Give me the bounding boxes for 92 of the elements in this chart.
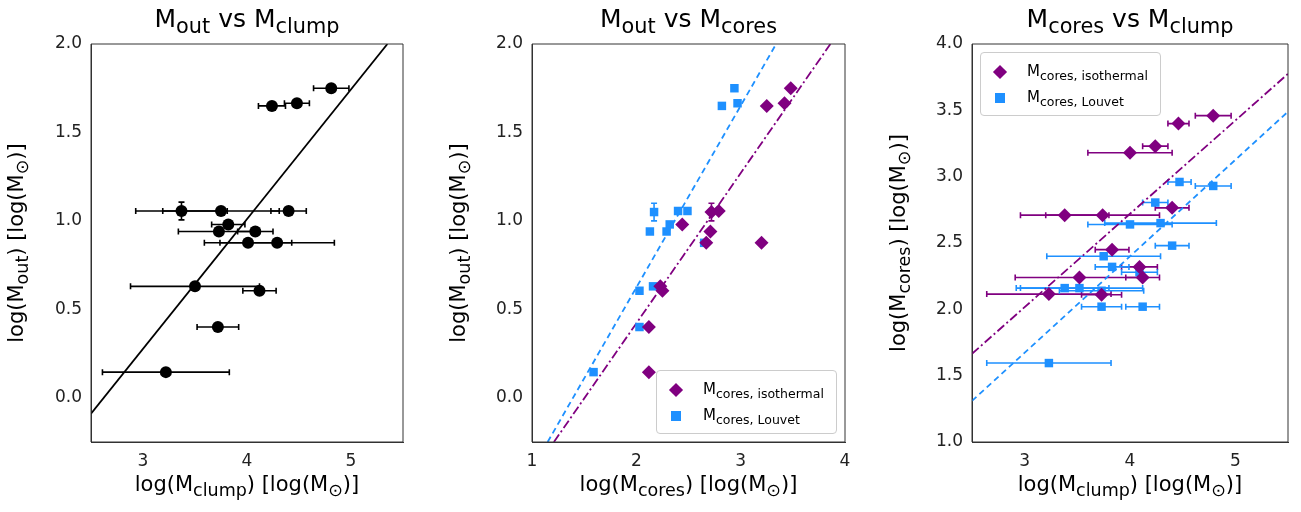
point: [290, 97, 303, 110]
point: [675, 217, 690, 232]
point: [159, 366, 172, 379]
x-tick-label: 3: [1019, 449, 1031, 470]
point: [1097, 302, 1106, 311]
point: [699, 235, 714, 250]
point: [1094, 287, 1109, 302]
y-tick-label: 1.5: [935, 364, 963, 385]
point: [733, 99, 742, 108]
y-tick-label: 1.0: [935, 430, 963, 451]
y-tick-label: 0.0: [495, 386, 523, 407]
point: [1072, 270, 1087, 285]
point: [211, 321, 224, 334]
point: [645, 227, 655, 236]
x-tick-label: 5: [1229, 449, 1241, 470]
point: [189, 280, 201, 293]
y-tick-label: 2.0: [495, 32, 523, 53]
point: [730, 83, 739, 93]
point: [1165, 200, 1180, 215]
point: [175, 204, 188, 217]
point: [253, 284, 266, 297]
x-axis-title: log(M$_{cores}$) [log(M$_{⊙}$)]: [579, 472, 798, 501]
x-axis-title: log(M$_{clump}$) [log(M$_{⊙}$)]: [134, 472, 360, 501]
point: [282, 204, 295, 217]
y-tick-label: 0.5: [54, 297, 82, 318]
y-tick-label: 0.5: [495, 297, 523, 318]
y-tick-label: 1.0: [54, 209, 82, 230]
point: [242, 236, 255, 249]
y-tick-label: 4.0: [935, 32, 963, 53]
point: [783, 81, 798, 96]
y-tick-label: 2.5: [935, 231, 963, 252]
point: [589, 367, 598, 377]
x-axis-title: log(M$_{clump}$) [log(M$_{⊙}$)]: [1017, 472, 1243, 501]
point: [249, 225, 262, 238]
point: [1041, 287, 1056, 302]
point: [641, 365, 656, 380]
y-tick-label: 1.5: [54, 120, 82, 141]
point: [271, 236, 284, 249]
point: [1105, 242, 1120, 257]
y-tick-label: 1.0: [495, 209, 523, 230]
x-tick-label: 4: [1124, 449, 1136, 470]
legend-label: M$_{cores, isothermal}$: [703, 379, 824, 401]
legend-label: M$_{cores, Louvet}$: [703, 405, 800, 427]
x-tick-label: 5: [345, 449, 357, 470]
x-tick-label: 4: [839, 449, 851, 470]
y-tick-label: 3.5: [935, 98, 963, 119]
point: [1175, 177, 1184, 187]
point: [215, 204, 227, 217]
point: [1135, 270, 1150, 285]
point: [265, 99, 278, 112]
point: [1167, 241, 1177, 250]
point: [1060, 283, 1069, 293]
chart-title: M$_{cores}$ vs M$_{clump}$: [1026, 4, 1234, 38]
point: [665, 220, 674, 229]
point: [212, 225, 225, 238]
point: [1095, 208, 1110, 223]
point: [777, 96, 792, 111]
point: [325, 82, 338, 95]
chart-title: M$_{out}$ vs M$_{clump}$: [154, 4, 340, 38]
point: [1156, 218, 1165, 228]
point: [222, 218, 235, 231]
y-tick-label: 2.0: [54, 32, 82, 53]
point: [683, 206, 692, 216]
chart-title: M$_{out}$ vs M$_{cores}$: [600, 4, 777, 38]
legend-label: M$_{cores, isothermal}$: [1027, 61, 1148, 83]
point: [1075, 283, 1084, 293]
y-tick-label: 3.0: [935, 165, 963, 186]
point: [1148, 139, 1163, 154]
y-tick-label: 0.0: [54, 386, 82, 407]
point: [1206, 108, 1221, 123]
point: [1171, 116, 1186, 131]
x-tick-label: 3: [735, 449, 747, 470]
legend-label: M$_{cores, Louvet}$: [1027, 87, 1124, 109]
point: [641, 320, 656, 335]
x-tick-label: 2: [630, 449, 642, 470]
point: [635, 322, 644, 332]
point: [1151, 198, 1160, 207]
point: [635, 286, 644, 295]
point: [1057, 208, 1072, 223]
x-tick-label: 1: [526, 449, 538, 470]
x-tick-label: 3: [137, 449, 149, 470]
y-tick-label: 1.5: [495, 120, 523, 141]
point: [1125, 220, 1135, 229]
point: [1099, 252, 1108, 261]
point: [754, 235, 769, 250]
point: [703, 224, 718, 239]
point: [759, 98, 774, 113]
point: [1132, 259, 1147, 274]
point: [1123, 145, 1137, 160]
y-tick-label: 2.0: [935, 297, 963, 318]
x-tick-label: 4: [241, 449, 253, 470]
point: [1138, 302, 1147, 311]
